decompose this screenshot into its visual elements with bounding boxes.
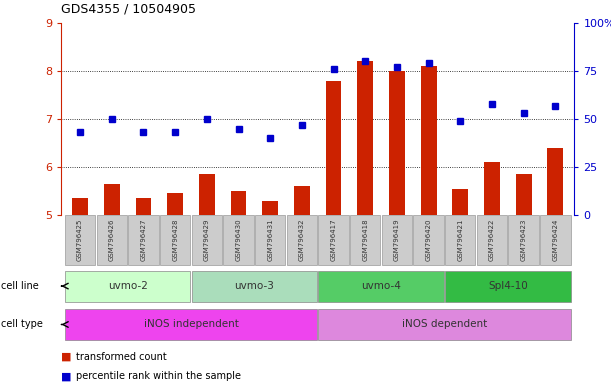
FancyBboxPatch shape <box>97 215 127 265</box>
Bar <box>199 174 214 215</box>
Bar <box>452 189 468 215</box>
Bar <box>72 198 88 215</box>
FancyBboxPatch shape <box>445 215 475 265</box>
FancyBboxPatch shape <box>128 215 159 265</box>
FancyBboxPatch shape <box>382 215 412 265</box>
Bar <box>262 201 278 215</box>
FancyBboxPatch shape <box>65 309 317 340</box>
FancyBboxPatch shape <box>445 270 571 302</box>
FancyBboxPatch shape <box>318 309 571 340</box>
FancyBboxPatch shape <box>65 215 95 265</box>
FancyBboxPatch shape <box>255 215 285 265</box>
Text: uvmo-3: uvmo-3 <box>235 281 274 291</box>
Bar <box>421 66 436 215</box>
Text: uvmo-2: uvmo-2 <box>108 281 148 291</box>
Bar <box>516 174 532 215</box>
FancyBboxPatch shape <box>160 215 191 265</box>
Text: percentile rank within the sample: percentile rank within the sample <box>76 371 241 381</box>
FancyBboxPatch shape <box>508 215 539 265</box>
Bar <box>294 186 310 215</box>
Text: cell type: cell type <box>1 319 43 329</box>
Bar <box>167 194 183 215</box>
Text: GSM796430: GSM796430 <box>235 218 241 262</box>
FancyBboxPatch shape <box>223 215 254 265</box>
Text: GSM796418: GSM796418 <box>362 218 368 262</box>
Text: GSM796431: GSM796431 <box>267 218 273 262</box>
Text: GSM796425: GSM796425 <box>77 219 83 261</box>
Text: iNOS dependent: iNOS dependent <box>402 319 487 329</box>
Bar <box>104 184 120 215</box>
FancyBboxPatch shape <box>477 215 507 265</box>
FancyBboxPatch shape <box>192 270 317 302</box>
Text: GSM796421: GSM796421 <box>457 219 463 261</box>
FancyBboxPatch shape <box>192 215 222 265</box>
Text: GSM796423: GSM796423 <box>521 219 527 261</box>
FancyBboxPatch shape <box>350 215 381 265</box>
FancyBboxPatch shape <box>318 215 349 265</box>
FancyBboxPatch shape <box>65 270 191 302</box>
Text: GSM796419: GSM796419 <box>394 218 400 262</box>
Text: uvmo-4: uvmo-4 <box>361 281 401 291</box>
Text: iNOS independent: iNOS independent <box>144 319 238 329</box>
Text: GDS4355 / 10504905: GDS4355 / 10504905 <box>61 2 196 15</box>
Bar <box>136 198 152 215</box>
Text: GSM796432: GSM796432 <box>299 219 305 261</box>
Text: GSM796422: GSM796422 <box>489 219 495 261</box>
FancyBboxPatch shape <box>287 215 317 265</box>
Bar <box>389 71 405 215</box>
Bar <box>547 148 563 215</box>
Text: ■: ■ <box>61 371 71 381</box>
Text: cell line: cell line <box>1 281 38 291</box>
Bar <box>230 191 246 215</box>
Text: GSM796428: GSM796428 <box>172 219 178 261</box>
Text: Spl4-10: Spl4-10 <box>488 281 528 291</box>
Text: GSM796429: GSM796429 <box>204 219 210 261</box>
Bar <box>357 61 373 215</box>
Text: GSM796420: GSM796420 <box>426 219 431 261</box>
Text: GSM796424: GSM796424 <box>552 219 558 261</box>
Text: ■: ■ <box>61 352 71 362</box>
FancyBboxPatch shape <box>414 215 444 265</box>
FancyBboxPatch shape <box>318 270 444 302</box>
Bar <box>484 162 500 215</box>
Text: GSM796417: GSM796417 <box>331 218 337 262</box>
Text: transformed count: transformed count <box>76 352 167 362</box>
FancyBboxPatch shape <box>540 215 571 265</box>
Bar <box>326 81 342 215</box>
Text: GSM796427: GSM796427 <box>141 219 147 261</box>
Text: GSM796426: GSM796426 <box>109 219 115 261</box>
